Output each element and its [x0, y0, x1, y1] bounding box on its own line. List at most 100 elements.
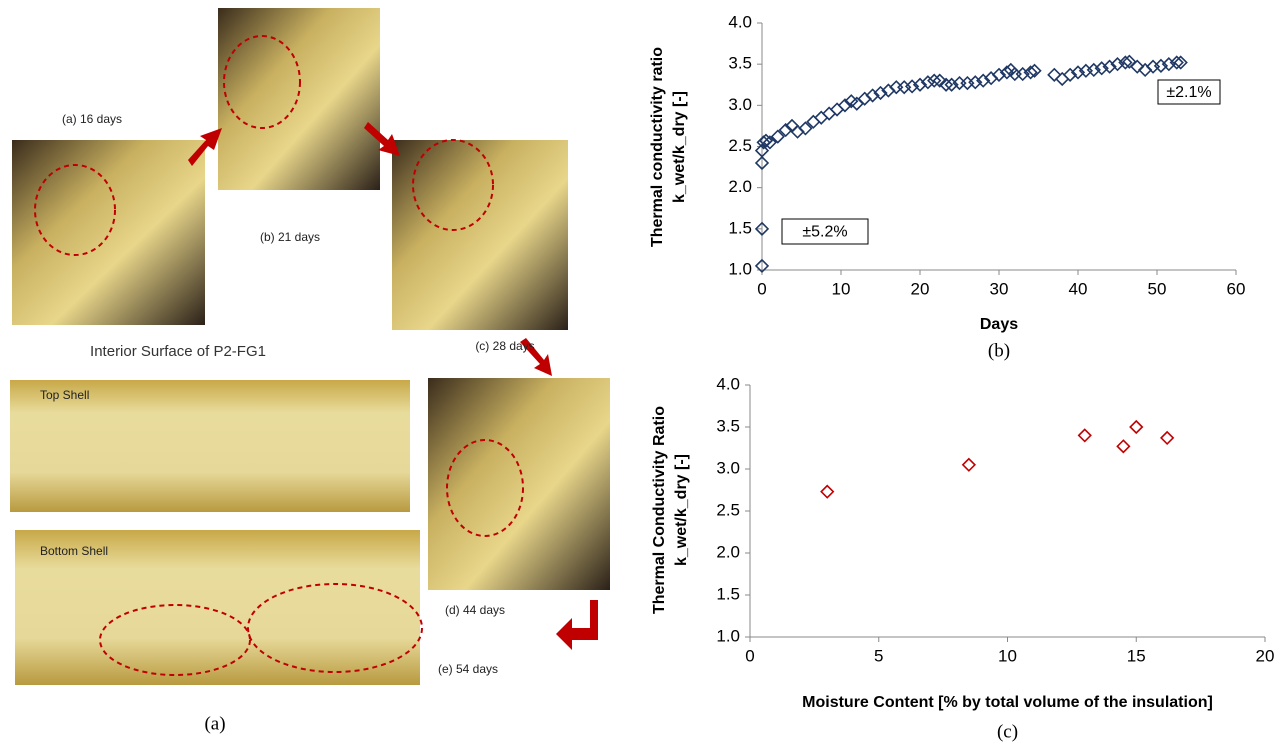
- point: [837, 98, 853, 113]
- highlight: [99, 604, 251, 676]
- x-tick-label: 0: [745, 646, 754, 665]
- y-tick-label: 1.5: [728, 218, 752, 237]
- point: [754, 155, 770, 171]
- point: [1062, 67, 1078, 83]
- y-tick-label: 2.5: [728, 136, 752, 155]
- point: [778, 122, 793, 138]
- point: [1077, 428, 1092, 443]
- arrow: [188, 128, 222, 166]
- point: [1130, 59, 1145, 74]
- x-axis-title: Days: [980, 316, 1018, 333]
- arrow: [364, 122, 400, 156]
- y-tick-label: 4.0: [716, 374, 740, 393]
- point: [1023, 65, 1038, 80]
- x-axis-title: Moisture Content [% by total volume of t…: [802, 694, 1213, 711]
- photo: [218, 8, 380, 190]
- highlight: [247, 583, 423, 673]
- y-tick-label: 2.0: [728, 177, 752, 196]
- y-tick-label: 3.5: [716, 416, 740, 435]
- point: [1070, 65, 1086, 80]
- point: [1110, 57, 1125, 72]
- y-tick-label: 1.5: [716, 584, 740, 603]
- photo-label: (c) 28 days: [475, 339, 534, 353]
- y-tick-label: 1.0: [728, 259, 752, 278]
- caption: (b): [988, 340, 1010, 361]
- point: [961, 457, 977, 472]
- point: [798, 121, 813, 136]
- point: [754, 143, 770, 158]
- annotation: ±5.2%: [802, 224, 847, 241]
- point: [1047, 67, 1062, 83]
- x-tick-label: 0: [757, 279, 766, 298]
- y-tick-label: 1.0: [716, 626, 740, 645]
- photo-label: (e) 54 days: [438, 662, 498, 676]
- chart: 1.0 1.5 2.0 2.5 3.0 3.5 4.0 0 5 10 15 20 Moisture Co…: [651, 374, 1274, 742]
- arrow: [520, 338, 552, 376]
- point: [754, 221, 770, 236]
- highlight: [34, 164, 116, 256]
- photo-label: (a) 16 days: [62, 112, 122, 126]
- point: [1169, 55, 1184, 70]
- point: [873, 85, 888, 101]
- point: [1129, 419, 1144, 435]
- photo: [12, 140, 205, 325]
- highlight: [223, 35, 301, 129]
- point: [1094, 61, 1109, 76]
- point: [822, 106, 837, 121]
- point: [920, 75, 936, 90]
- y-axis-title: Thermal conductivity ratio: [649, 47, 666, 247]
- point: [770, 129, 785, 144]
- x-tick-label: 40: [1069, 279, 1088, 298]
- point: [927, 73, 942, 88]
- photo: [428, 378, 610, 590]
- photo-label: (b) 21 days: [260, 230, 320, 244]
- photo: [15, 530, 420, 685]
- point: [944, 77, 959, 92]
- arrow: [556, 600, 598, 650]
- annotation-box: [781, 218, 869, 245]
- highlight: [412, 139, 494, 231]
- caption: (a): [204, 713, 225, 734]
- point: [991, 67, 1007, 83]
- point: [932, 73, 947, 88]
- photo: [10, 380, 410, 512]
- y-axis-title: Thermal Conductivity Ratio: [651, 406, 668, 614]
- point: [849, 96, 864, 111]
- x-tick-label: 5: [874, 646, 883, 665]
- photo-label: (d) 44 days: [445, 603, 505, 617]
- y-tick-label: 3.0: [716, 458, 740, 477]
- caption: (c): [997, 721, 1018, 742]
- point: [976, 73, 991, 88]
- point: [814, 110, 829, 125]
- panel-heading: Interior Surface of P2-FG1: [90, 343, 266, 360]
- point: [912, 77, 928, 92]
- chart: 1.0 1.5 2.0 2.5 3.0 3.5 4.0 0 10 20 30 40 50 60 Days Th…: [649, 12, 1245, 361]
- x-tick-label: 20: [911, 279, 930, 298]
- x-tick-label: 50: [1148, 279, 1167, 298]
- y-axis-title: k_wet/k_dry [-]: [673, 454, 690, 566]
- photo-label: Top Shell: [40, 388, 89, 402]
- point: [968, 75, 983, 90]
- x-tick-label: 60: [1227, 279, 1246, 298]
- x-tick-label: 10: [832, 279, 851, 298]
- annotation: ±2.1%: [1166, 84, 1211, 101]
- photo-panel: (a) 16 days (b) 21 days (c) 28 days (d) …: [10, 8, 610, 734]
- x-tick-label: 30: [990, 279, 1009, 298]
- highlight: [446, 439, 524, 537]
- point: [1102, 59, 1117, 74]
- point: [999, 65, 1015, 80]
- point: [1027, 63, 1042, 78]
- x-tick-label: 10: [998, 646, 1017, 665]
- annotation-box: [1157, 79, 1221, 105]
- point: [1086, 62, 1101, 78]
- x-tick-label: 20: [1256, 646, 1275, 665]
- y-tick-label: 3.0: [728, 95, 752, 114]
- y-tick-label: 4.0: [728, 12, 752, 31]
- point: [904, 79, 920, 94]
- y-tick-label: 2.5: [716, 500, 740, 519]
- point: [1161, 57, 1176, 72]
- point: [1015, 66, 1030, 82]
- point: [1122, 54, 1137, 69]
- photo-label: Bottom Shell: [40, 544, 108, 558]
